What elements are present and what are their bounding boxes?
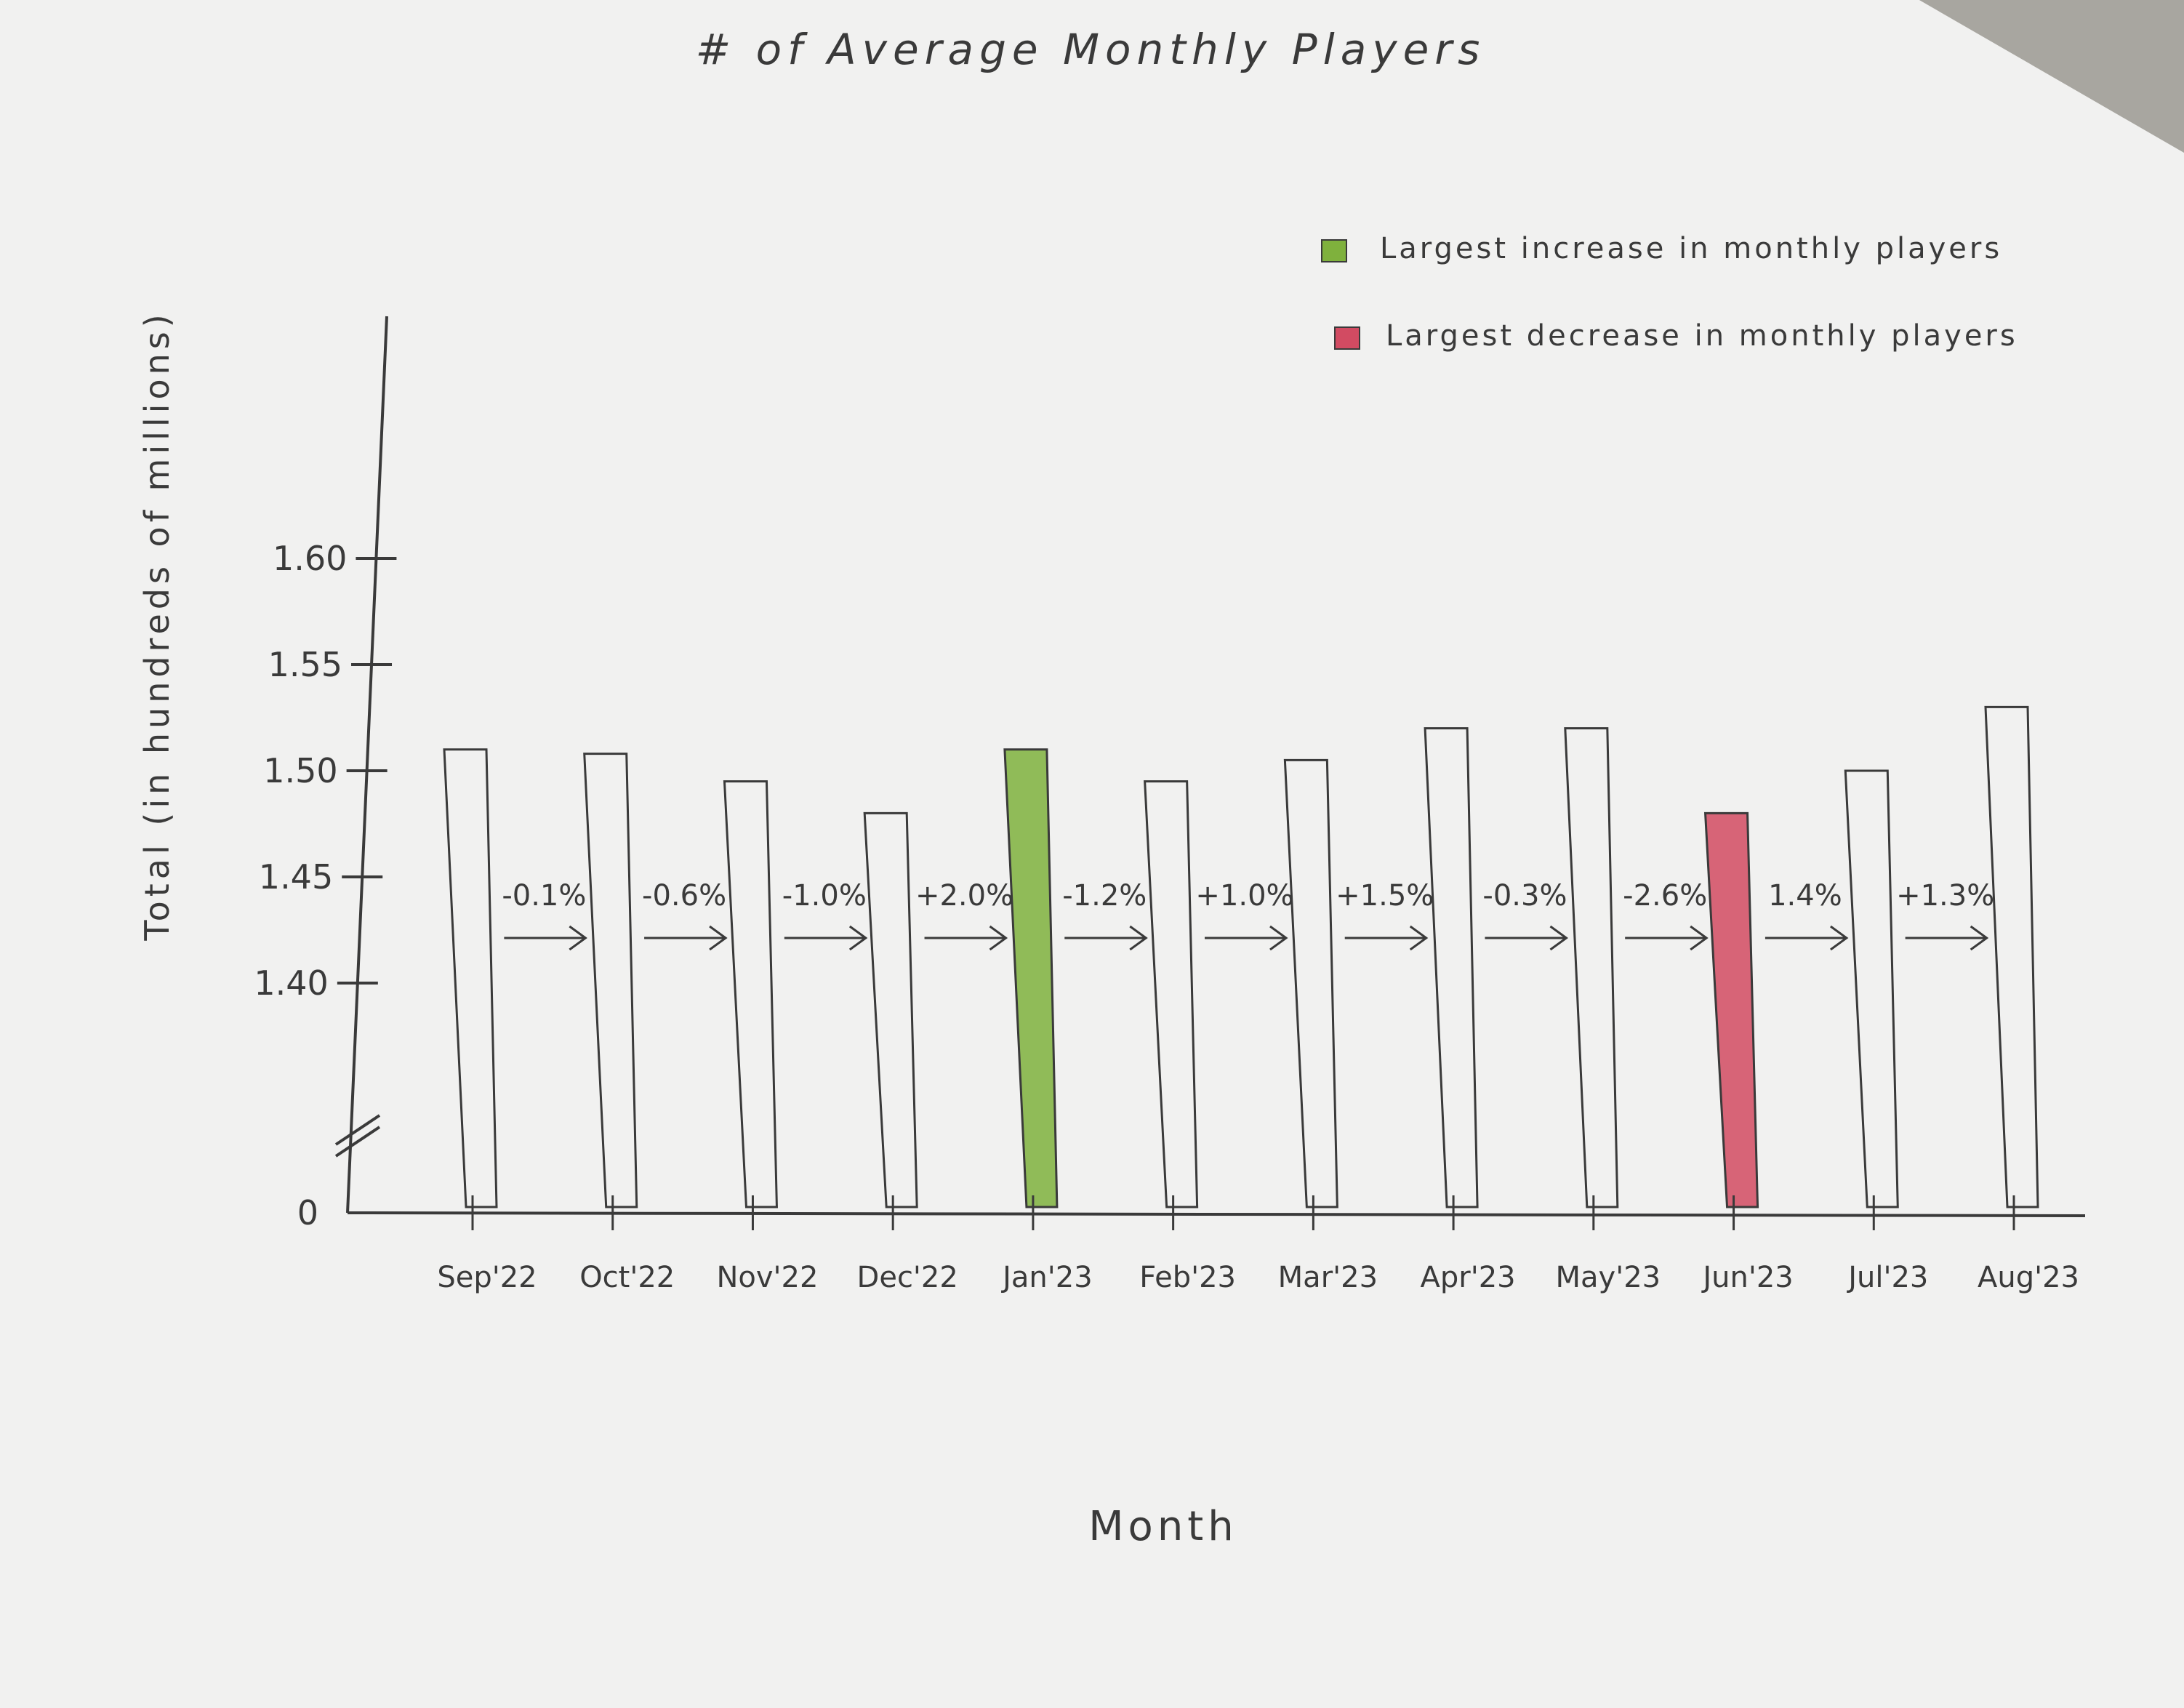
change-label: -0.6% [642, 879, 726, 913]
change-label: +1.0% [1195, 879, 1293, 913]
x-tick-label: Oct'22 [579, 1261, 675, 1294]
bar [1984, 705, 2039, 1208]
x-tick-label: Dec'22 [857, 1261, 958, 1294]
x-tick-label: Apr'23 [1421, 1261, 1516, 1294]
bar [1564, 727, 1619, 1208]
change-label: -2.6% [1623, 879, 1707, 913]
bar [1283, 758, 1338, 1208]
legend: Largest increase in monthly players Larg… [1321, 232, 2018, 353]
change-arrowhead [569, 925, 587, 951]
legend-swatch-increase [1321, 239, 1347, 262]
x-tick-label: Jan'23 [1000, 1261, 1093, 1294]
bar [1424, 727, 1479, 1208]
y-tick-label: 1.45 [259, 857, 333, 897]
bars [443, 705, 2039, 1230]
bar [1844, 769, 1899, 1208]
change-arrowhead [1549, 925, 1569, 951]
change-label: -1.2% [1062, 879, 1147, 913]
change-arrowhead [848, 925, 868, 951]
change-label: -0.1% [502, 879, 586, 913]
bar [863, 811, 918, 1208]
change-label: +1.3% [1896, 879, 1994, 913]
x-tick-label: May'23 [1556, 1261, 1661, 1294]
x-tick-label: Sep'22 [437, 1261, 537, 1294]
change-label: 1.4% [1768, 879, 1842, 913]
change-arrowhead [1269, 925, 1288, 951]
y-tick-label: 0 [297, 1193, 318, 1232]
y-tick-label: 1.55 [268, 645, 342, 684]
y-axis-line [346, 316, 388, 1214]
chart-title: # of Average Monthly Players [696, 25, 1486, 74]
x-axis-line [347, 1211, 2086, 1217]
axis-break-mark [334, 1114, 381, 1158]
bar [1003, 748, 1059, 1208]
x-tick-label: Mar'23 [1278, 1261, 1378, 1294]
x-tick-labels: Sep'22 Oct'22 Nov'22 Dec'22 Jan'23 Feb'23 Mar'… [437, 1261, 2079, 1294]
y-tick-label: 1.40 [254, 963, 328, 1003]
change-arrowhead [709, 925, 728, 951]
legend-label-decrease: Largest decrease in monthly players [1386, 319, 2018, 353]
change-annotations: -0.1% -0.6% -1.0% +2.0% -1.2% +1.0% +1.5% -0.3%… [502, 879, 1994, 951]
x-tick-label: Feb'23 [1139, 1261, 1236, 1294]
change-arrowhead [989, 925, 1008, 951]
bar [1144, 780, 1199, 1208]
change-arrowhead [1830, 925, 1849, 951]
bar [723, 780, 778, 1208]
bar [443, 748, 498, 1208]
y-tick-label: 1.60 [273, 539, 347, 578]
x-tick-label: Jul'23 [1846, 1261, 1928, 1294]
x-tick-label: Jun'23 [1701, 1261, 1793, 1294]
bar [1703, 811, 1759, 1208]
x-tick-label: Aug'23 [1978, 1261, 2079, 1294]
x-axis-label: Month [1088, 1503, 1238, 1550]
legend-swatch-decrease [1334, 326, 1360, 350]
change-arrowhead [1409, 925, 1429, 951]
y-axis-label: Total (in hundreds of millions) [137, 310, 177, 941]
change-label: -0.3% [1482, 879, 1567, 913]
change-arrowhead [1690, 925, 1709, 951]
change-arrowhead [1129, 925, 1148, 951]
change-arrowhead [1970, 925, 1989, 951]
change-label: +1.5% [1336, 879, 1434, 913]
x-tick-label: Nov'22 [716, 1261, 818, 1294]
change-label: -1.0% [782, 879, 867, 913]
y-tick-label: 1.50 [263, 751, 337, 790]
y-ticks: 0 1.40 1.45 1.50 1.55 1.60 [254, 539, 397, 1232]
legend-label-increase: Largest increase in monthly players [1380, 232, 2002, 265]
change-label: +2.0% [915, 879, 1013, 913]
bar [583, 753, 638, 1208]
desk-corner [1919, 0, 2184, 153]
